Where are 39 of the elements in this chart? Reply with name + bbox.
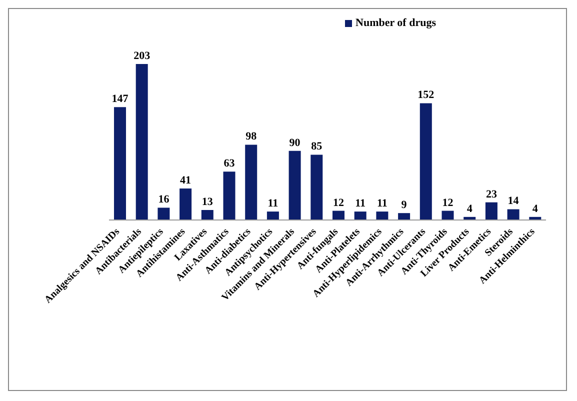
data-label: 147 [112, 93, 129, 106]
data-label: 63 [224, 158, 236, 170]
data-label: 90 [289, 136, 301, 149]
bar [507, 209, 520, 220]
bar [245, 144, 258, 220]
bar [266, 212, 279, 220]
bar [398, 213, 410, 220]
data-label: 16 [158, 194, 170, 206]
bar [332, 210, 344, 220]
legend-label: Number of drugs [356, 17, 436, 29]
bar [442, 210, 454, 220]
bar [420, 103, 432, 220]
bar [201, 210, 214, 220]
data-label: 152 [418, 89, 435, 102]
bar [158, 208, 170, 220]
data-label: 85 [311, 140, 323, 153]
data-label: 9 [401, 199, 408, 212]
bar [223, 172, 236, 220]
data-label: 41 [180, 174, 192, 187]
data-label: 12 [442, 196, 454, 209]
data-label: 98 [246, 130, 258, 143]
data-label: 14 [508, 195, 520, 208]
bar [288, 150, 301, 220]
data-label: 4 [532, 202, 538, 215]
data-label: 11 [268, 198, 278, 210]
bar [485, 202, 498, 220]
data-label: 4 [466, 202, 473, 215]
data-label: 23 [486, 188, 498, 200]
bar [180, 188, 192, 220]
data-label: 203 [134, 50, 151, 62]
data-label: 11 [355, 198, 366, 210]
bar [310, 154, 323, 220]
data-label: 12 [333, 196, 344, 209]
bar [354, 212, 366, 220]
bar [114, 107, 126, 220]
data-label: 13 [202, 196, 214, 208]
bar [376, 212, 388, 220]
data-label: 11 [376, 198, 388, 210]
bar [136, 64, 148, 220]
